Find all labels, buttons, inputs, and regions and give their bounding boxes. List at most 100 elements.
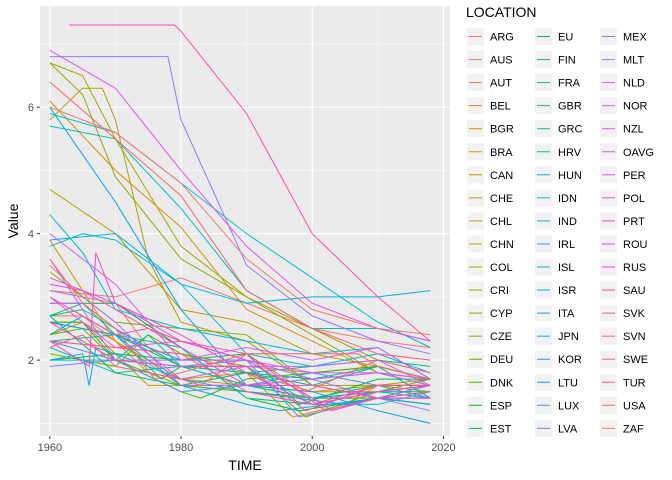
legend-item: CHN	[467, 235, 514, 253]
legend-label: IND	[558, 216, 577, 228]
gridlines	[40, 6, 450, 436]
legend-item: CZE	[467, 327, 512, 345]
legend-label: AUT	[490, 78, 512, 90]
y-tick-label: 6	[28, 102, 34, 114]
legend-item: CAN	[467, 166, 513, 184]
legend-label: FRA	[558, 78, 581, 90]
legend-label: ISL	[558, 262, 575, 274]
legend-label: NOR	[623, 101, 648, 113]
series-line-cri	[49, 62, 431, 380]
legend-item: GBR	[535, 97, 582, 115]
x-tick-label: 1980	[169, 442, 193, 454]
y-tick-label: 2	[28, 355, 34, 367]
x-axis-ticks: 1960 1980 2000 2020	[38, 436, 456, 454]
legend-item: LUX	[535, 396, 580, 414]
legend-label: SVK	[623, 308, 646, 320]
legend-label: NLD	[623, 78, 645, 90]
x-tick-label: 2000	[300, 442, 324, 454]
legend-item: USA	[600, 396, 646, 414]
legend-item: BRA	[467, 143, 513, 161]
legend-item: KOR	[535, 350, 582, 368]
legend-label: EU	[558, 32, 573, 44]
series-line-isl	[49, 214, 431, 380]
legend-item: OAVG	[600, 143, 654, 161]
legend-label: BRA	[490, 147, 513, 159]
legend-label: CRI	[490, 285, 509, 297]
legend-item: MLT	[600, 51, 644, 69]
legend: ARG AUS AUT BEL BGR BRA CAN CHE CHL CHN COL CRI CYP C…	[467, 28, 654, 437]
legend-label: PRT	[623, 216, 645, 228]
legend-label: CYP	[490, 308, 513, 320]
legend-item: ESP	[467, 396, 512, 414]
legend-label: JPN	[558, 331, 579, 343]
legend-label: LUX	[558, 400, 580, 412]
y-tick-label: 4	[28, 229, 34, 241]
legend-item: TUR	[600, 373, 646, 391]
legend-label: SWE	[623, 354, 648, 366]
legend-label: MLT	[623, 55, 644, 67]
legend-item: PRT	[600, 212, 645, 230]
legend-label: SVN	[623, 331, 646, 343]
legend-label: GRC	[558, 124, 583, 136]
series-line-chn	[49, 87, 431, 386]
legend-label: AUS	[490, 55, 513, 67]
legend-item: ZAF	[600, 419, 644, 437]
legend-label: CZE	[490, 331, 512, 343]
legend-label: DEU	[490, 354, 513, 366]
series-line-svn	[49, 340, 431, 405]
legend-label: NZL	[623, 124, 644, 136]
legend-label: MEX	[623, 32, 648, 44]
legend-item: CYP	[467, 304, 513, 322]
series-line-nzl	[49, 233, 431, 380]
legend-item: SAU	[600, 281, 646, 299]
legend-item: BEL	[467, 97, 511, 115]
legend-item: COL	[467, 258, 513, 276]
legend-item: POL	[600, 189, 645, 207]
legend-item: IND	[535, 212, 577, 230]
legend-item: AUS	[467, 51, 513, 69]
legend-item: BGR	[467, 120, 514, 138]
legend-label: OAVG	[623, 147, 654, 159]
legend-item: CHE	[467, 189, 513, 207]
legend-label: ROU	[623, 239, 648, 251]
legend-label: RUS	[623, 262, 646, 274]
series-line-rou	[49, 252, 431, 405]
legend-item: NOR	[600, 97, 648, 115]
legend-item: JPN	[535, 327, 579, 345]
legend-label: CHL	[490, 216, 512, 228]
legend-item: HUN	[535, 166, 582, 184]
x-tick-label: 2020	[431, 442, 455, 454]
legend-item: LVA	[535, 419, 578, 437]
legend-label: KOR	[558, 354, 582, 366]
legend-item: CHL	[467, 212, 512, 230]
legend-label: USA	[623, 400, 646, 412]
legend-label: LVA	[558, 423, 578, 435]
series-line-fin	[49, 315, 431, 399]
series-line-irl	[49, 233, 431, 374]
series-lines	[49, 24, 431, 424]
legend-item: DEU	[467, 350, 513, 368]
series-line-dnk	[49, 321, 431, 399]
legend-label: DNK	[490, 377, 514, 389]
legend-label: CAN	[490, 170, 513, 182]
y-axis-ticks: 2 4 6	[28, 102, 40, 367]
legend-item: ISL	[535, 258, 575, 276]
legend-label: SAU	[623, 285, 646, 297]
legend-label: COL	[490, 262, 513, 274]
legend-label: GBR	[558, 101, 582, 113]
series-line-swe	[49, 334, 431, 393]
legend-item: MEX	[600, 28, 648, 45]
legend-item: IDN	[535, 189, 577, 207]
legend-item: SWE	[600, 350, 648, 368]
legend-label: CHN	[490, 239, 514, 251]
legend-item: ARG	[467, 28, 514, 45]
legend-item: ROU	[600, 235, 648, 253]
legend-item: FIN	[535, 51, 576, 69]
legend-label: ESP	[490, 400, 512, 412]
legend-item: PER	[600, 166, 646, 184]
legend-label: POL	[623, 193, 645, 205]
legend-label: PER	[623, 170, 646, 182]
legend-label: LTU	[558, 377, 578, 389]
legend-label: HUN	[558, 170, 582, 182]
legend-item: RUS	[600, 258, 646, 276]
